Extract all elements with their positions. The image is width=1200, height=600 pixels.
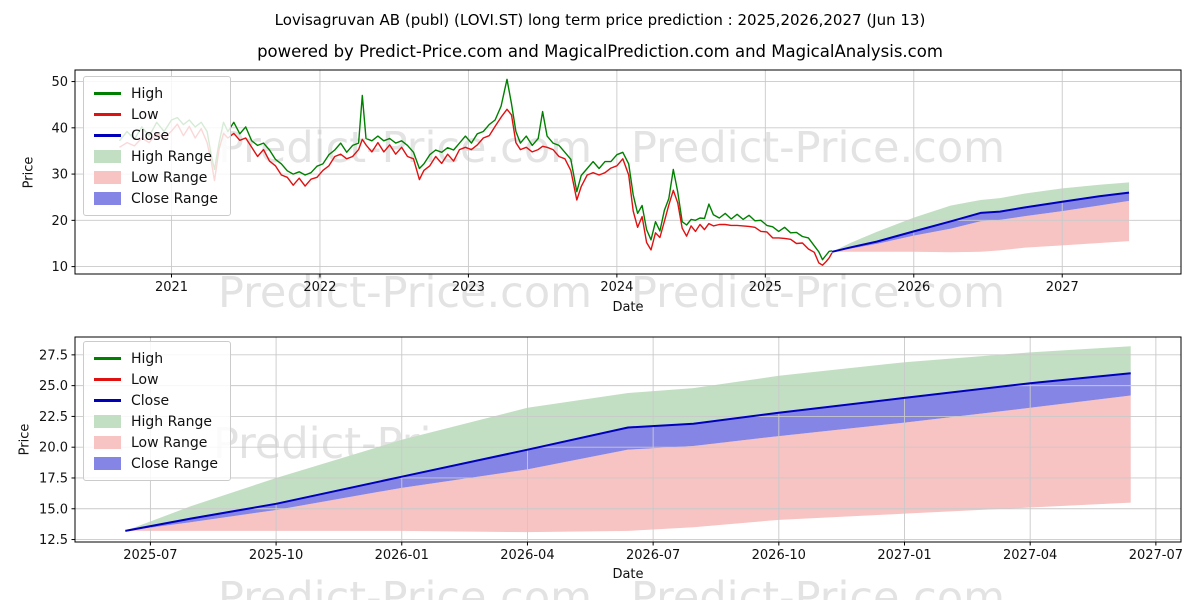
- low-range-band: [832, 200, 1130, 253]
- chart-subtitle: powered by Predict-Price.com and Magical…: [257, 42, 943, 61]
- bottom-chart-ylabel: Price: [17, 423, 33, 456]
- y-tick-label: 20: [51, 214, 68, 229]
- bottom-chart-xlabel: Date: [612, 567, 644, 582]
- legend-item: High Range: [94, 411, 218, 432]
- legend-item: Close: [94, 390, 218, 411]
- legend-swatch-patch: [94, 150, 121, 163]
- x-tick-label: 2024: [600, 280, 633, 295]
- y-tick-label: 30: [51, 168, 68, 183]
- close-range-band: [125, 373, 1131, 531]
- top-chart-ylabel: Price: [21, 156, 37, 189]
- legend-item-label: Close: [131, 127, 170, 144]
- legend-item-label: Close: [131, 392, 170, 409]
- legend-item-label: High: [131, 85, 164, 102]
- legend-item: Close Range: [94, 453, 218, 474]
- y-tick-label: 50: [51, 75, 68, 90]
- legend-item-label: Close Range: [131, 190, 218, 207]
- watermark-text: Predict-Price.com: [630, 123, 1006, 173]
- legend-item: High Range: [94, 146, 218, 167]
- legend-swatch-patch: [94, 171, 121, 184]
- data-lines: [118, 78, 1130, 266]
- x-tick-label: 2026-10: [752, 548, 806, 563]
- y-tick-label: 12.5: [39, 533, 68, 548]
- top-chart-xlabel: Date: [612, 300, 644, 315]
- high-range-band: [125, 346, 1131, 531]
- legend-item: Low Range: [94, 432, 218, 453]
- legend-item: High: [94, 348, 218, 369]
- y-tick-label: 20.0: [39, 441, 68, 456]
- legend-swatch-line: [94, 357, 121, 360]
- x-tick-label: 2026: [897, 280, 930, 295]
- legend-item-label: High Range: [131, 148, 212, 165]
- close-line: [125, 372, 1131, 532]
- y-tick-label: 22.5: [39, 410, 68, 425]
- plot-border: [74, 69, 1182, 275]
- x-tick-label: 2026-04: [500, 548, 554, 563]
- legend-swatch-patch: [94, 192, 121, 205]
- watermark-text: Predict-Price.com: [630, 268, 1006, 318]
- y-tick-label: 27.5: [39, 348, 68, 363]
- legend-item-label: Low Range: [131, 434, 208, 451]
- legend-item: Low Range: [94, 167, 218, 188]
- legend-item-label: Close Range: [131, 455, 218, 472]
- legend-item: Close Range: [94, 188, 218, 209]
- x-tick-label: 2027-04: [1003, 548, 1057, 563]
- prediction-bands: [125, 346, 1131, 533]
- legend-item-label: Low Range: [131, 169, 208, 186]
- legend-swatch-line: [94, 378, 121, 381]
- low-range-band: [125, 395, 1131, 533]
- y-tick-label: 40: [51, 121, 68, 136]
- low-line: [119, 108, 833, 266]
- gridlines: [75, 70, 1181, 274]
- y-tick-label: 10: [51, 260, 68, 275]
- legend-swatch-patch: [94, 415, 121, 428]
- legend-item: Low: [94, 104, 218, 125]
- legend-swatch-patch: [94, 457, 121, 470]
- x-tick-label: 2025: [749, 280, 782, 295]
- legend-swatch-patch: [94, 436, 121, 449]
- legend-item-label: Low: [131, 106, 159, 123]
- bottom-chart-legend: High Low Close High Range Low Range Close Ran…: [83, 341, 231, 481]
- x-tick-label: 2025-10: [249, 548, 303, 563]
- axis-ticks: 2021 2022 2023 2024 2025 2026 2027 10 20 30 40 50: [51, 75, 1078, 295]
- x-tick-label: 2022: [303, 280, 336, 295]
- legend-swatch-line: [94, 399, 121, 402]
- x-tick-label: 2025-07: [123, 548, 177, 563]
- y-tick-label: 15.0: [39, 502, 68, 517]
- x-tick-label: 2027-01: [877, 548, 931, 563]
- legend-swatch-line: [94, 113, 121, 116]
- high-range-band: [832, 182, 1130, 252]
- legend-item-label: Low: [131, 371, 159, 388]
- watermark-text: Predict-Price.com: [630, 573, 1006, 600]
- x-tick-label: 2027-07: [1129, 548, 1183, 563]
- watermark-text: Predict-Price.com: [217, 268, 593, 318]
- y-tick-label: 25.0: [39, 379, 68, 394]
- legend-swatch-line: [94, 134, 121, 137]
- axis-ticks: 2025-07 2025-10 2026-01 2026-04 2026-07 2026-…: [39, 348, 1183, 563]
- x-tick-label: 2026-01: [375, 548, 429, 563]
- close-line: [831, 191, 1130, 253]
- legend-item-label: High: [131, 350, 164, 367]
- watermark-text: Predict-Price.com: [217, 573, 593, 600]
- plot-border: [74, 336, 1182, 543]
- legend-item-label: High Range: [131, 413, 212, 430]
- prediction-bands: [832, 182, 1130, 253]
- legend-item: Low: [94, 369, 218, 390]
- x-tick-label: 2027: [1046, 280, 1079, 295]
- legend-item: Close: [94, 125, 218, 146]
- x-tick-label: 2021: [155, 280, 188, 295]
- close-range-band: [832, 192, 1130, 252]
- high-line: [118, 78, 833, 261]
- y-tick-label: 17.5: [39, 471, 68, 486]
- x-tick-label: 2023: [452, 280, 485, 295]
- top-chart-legend: High Low Close High Range Low Range Close Ran…: [83, 76, 231, 216]
- legend-item: High: [94, 83, 218, 104]
- legend-swatch-line: [94, 92, 121, 95]
- data-lines: [125, 372, 1131, 532]
- x-tick-label: 2026-07: [626, 548, 680, 563]
- chart-title: Lovisagruvan AB (publ) (LOVI.ST) long te…: [274, 11, 926, 29]
